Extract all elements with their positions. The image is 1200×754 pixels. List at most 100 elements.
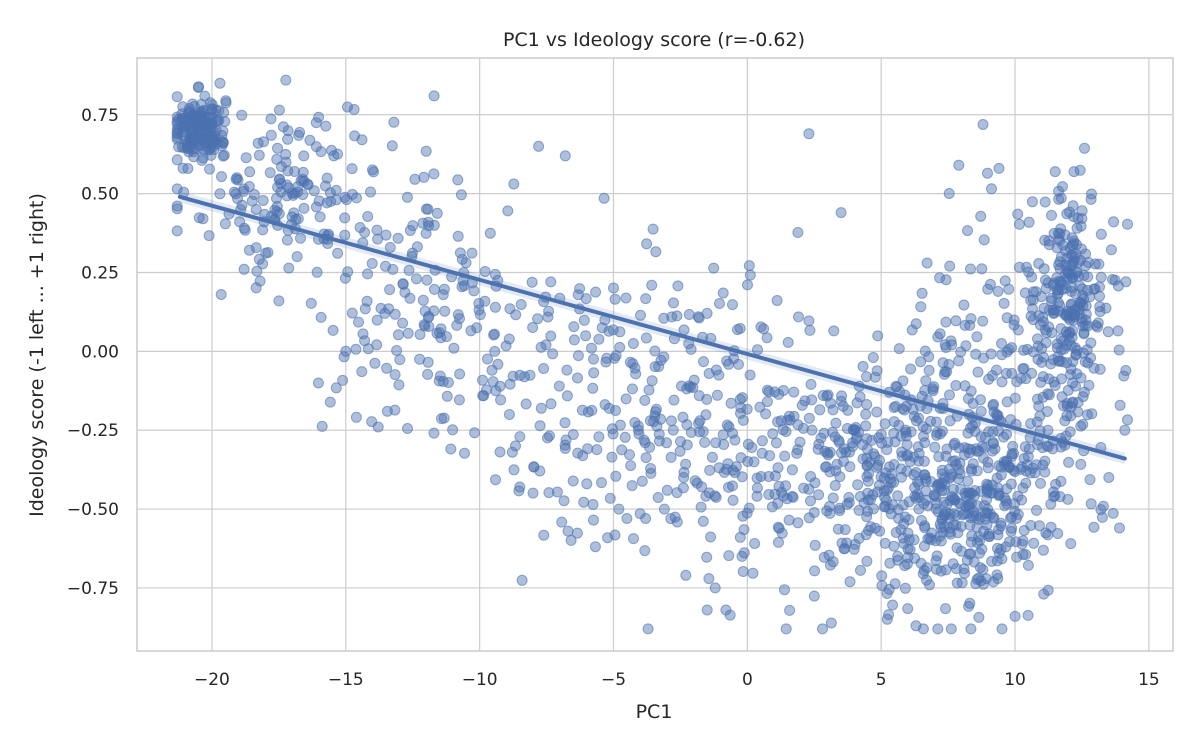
data-point	[1054, 355, 1066, 367]
data-point	[193, 128, 205, 140]
data-point	[559, 150, 571, 162]
data-point	[1047, 443, 1059, 455]
data-point	[1094, 290, 1105, 302]
data-point	[847, 424, 859, 436]
data-point	[913, 492, 925, 504]
data-point	[495, 394, 507, 406]
data-point	[803, 128, 815, 140]
y-tick-label: 0.25	[81, 263, 119, 283]
data-point	[460, 257, 472, 269]
data-point	[236, 109, 248, 121]
data-point	[500, 340, 512, 352]
data-point	[646, 375, 658, 387]
data-point	[873, 479, 885, 491]
data-point	[973, 531, 985, 543]
data-point	[699, 436, 711, 448]
data-point	[701, 307, 713, 319]
data-point	[516, 574, 528, 586]
data-point	[1055, 475, 1067, 487]
data-point	[1103, 472, 1115, 483]
data-point	[713, 369, 725, 381]
data-point	[1079, 356, 1091, 368]
data-point	[929, 441, 941, 453]
data-point	[718, 439, 730, 450]
data-point	[508, 178, 520, 190]
data-point	[901, 450, 913, 462]
data-point	[366, 258, 378, 269]
data-point	[854, 391, 866, 403]
data-point	[236, 199, 248, 211]
data-point	[580, 330, 592, 342]
data-point	[171, 183, 183, 195]
data-point	[755, 471, 767, 482]
data-point	[392, 232, 404, 244]
data-point	[1033, 520, 1045, 532]
data-point	[940, 342, 952, 353]
x-tick-label: −5	[601, 670, 626, 690]
data-point	[606, 451, 618, 463]
data-point	[645, 467, 657, 479]
data-point	[983, 530, 995, 542]
data-point	[779, 450, 791, 462]
data-point	[984, 278, 996, 290]
data-point	[992, 542, 1003, 554]
data-point	[514, 431, 526, 443]
data-point	[1040, 527, 1052, 539]
data-point	[736, 550, 748, 562]
data-point	[238, 263, 250, 275]
data-point	[927, 385, 939, 397]
data-point	[833, 434, 845, 446]
data-point	[727, 480, 738, 492]
data-point	[680, 569, 692, 581]
data-point	[428, 90, 440, 102]
data-point	[578, 496, 590, 508]
data-point	[250, 204, 262, 215]
data-point	[668, 297, 679, 309]
data-point	[944, 495, 956, 506]
data-point	[610, 350, 622, 362]
data-point	[678, 472, 690, 483]
data-point	[928, 381, 940, 393]
data-point	[1085, 193, 1097, 205]
data-point	[571, 527, 583, 539]
data-point	[1063, 456, 1075, 468]
data-point	[837, 400, 849, 412]
data-point	[1122, 218, 1133, 230]
data-point	[448, 342, 460, 354]
data-point	[545, 398, 557, 410]
data-point	[510, 440, 521, 452]
data-point	[620, 393, 632, 405]
data-point	[786, 464, 798, 476]
data-point	[576, 404, 588, 416]
data-point	[751, 482, 763, 494]
data-point	[384, 284, 396, 296]
data-point	[218, 149, 230, 161]
data-point	[417, 217, 429, 229]
y-tick-label: 0.50	[81, 185, 119, 205]
data-point	[361, 295, 373, 307]
data-point	[924, 532, 936, 544]
data-point	[492, 358, 504, 370]
data-point	[392, 329, 404, 341]
data-point	[406, 247, 418, 259]
data-point	[1009, 392, 1021, 404]
data-point	[265, 113, 277, 125]
data-point	[1021, 343, 1033, 355]
data-point	[1071, 266, 1083, 278]
data-point	[490, 474, 501, 486]
data-point	[720, 604, 732, 616]
axes: −20 −15 −10 −5 0 5 10 15 −0.75 −0.50 −0.25 0.00 0.25…	[67, 57, 1174, 690]
data-point	[933, 451, 945, 463]
data-point	[952, 473, 964, 485]
data-point	[1012, 490, 1024, 502]
data-point	[998, 431, 1010, 443]
data-point	[752, 344, 763, 356]
data-point	[658, 312, 670, 324]
data-point	[865, 494, 876, 506]
data-point	[919, 385, 931, 396]
data-point	[298, 202, 310, 214]
data-point	[431, 327, 443, 339]
data-point	[1039, 196, 1051, 208]
data-point	[1000, 456, 1012, 468]
data-point	[534, 420, 546, 432]
